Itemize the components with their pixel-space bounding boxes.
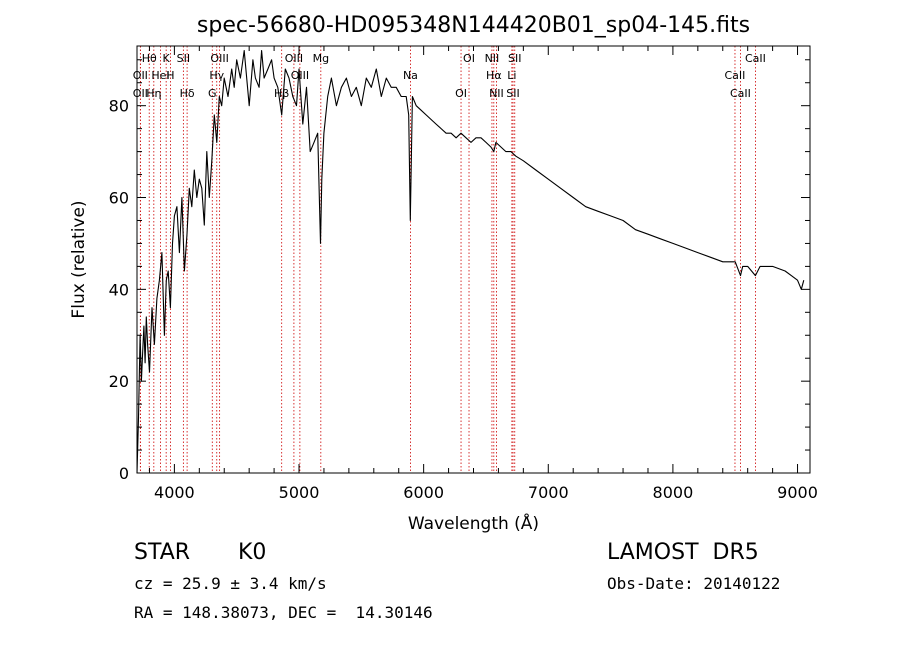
spectral-line-label: Hη (146, 87, 161, 100)
spectral-line-label: Hγ (209, 69, 224, 82)
spectral-line-label: SII (508, 52, 521, 65)
spectral-line-label: Li (507, 69, 516, 82)
spectral-line-label: Hθ (142, 52, 157, 65)
y-tick-label: 0 (119, 464, 129, 483)
spectral-line-label: SII (177, 52, 190, 65)
coordinates: RA = 148.38073, DEC = 14.30146 (134, 603, 433, 622)
spectral-line-label: CaII (745, 52, 766, 65)
redshift-readout: cz = 25.9 ± 3.4 km/s (134, 574, 327, 593)
spectral-line-label: Hβ (274, 87, 289, 100)
survey-name: LAMOST DR5 (607, 540, 759, 565)
y-tick-label: 20 (109, 372, 129, 391)
x-tick-label: 4000 (154, 483, 195, 502)
x-tick-label: 9000 (777, 483, 818, 502)
spectral-line-label: Mg (313, 52, 329, 65)
spectral-line-label: OII (133, 69, 148, 82)
spectral-line-label: H (166, 69, 174, 82)
y-tick-label: 80 (109, 97, 129, 116)
spectral-line-label: Na (403, 69, 418, 82)
spectral-line-label: OIII (285, 52, 303, 65)
object-class: STAR (134, 540, 191, 565)
spectral-line-label: SII (506, 87, 519, 100)
spectral-line-label: G (208, 87, 217, 100)
spectral-line-label: CaII (725, 69, 746, 82)
spectral-line-label: NII (485, 52, 500, 65)
observation-date: Obs-Date: 20140122 (607, 574, 781, 593)
spectral-line-label: HeI (151, 69, 169, 82)
spectral-line-label: Hδ (180, 87, 195, 100)
y-tick-label: 40 (109, 280, 129, 299)
y-tick-label: 60 (109, 189, 129, 208)
plot-frame (136, 45, 811, 474)
x-tick-label: 8000 (653, 483, 694, 502)
x-tick-label: 7000 (528, 483, 569, 502)
spectral-line-label: NII (489, 87, 504, 100)
spectral-line-label: OIII (210, 52, 228, 65)
spectral-line-label: OI (463, 52, 475, 65)
x-tick-label: 6000 (403, 483, 444, 502)
spectral-line-label: OI (455, 87, 467, 100)
chart-title: spec-56680-HD095348N144420B01_sp04-145.f… (197, 13, 750, 38)
spectral-line-label: Hα (486, 69, 502, 82)
spectral-line-label: CaII (730, 87, 751, 100)
x-axis-label: Wavelength (Å) (408, 512, 539, 534)
x-tick-label: 5000 (279, 483, 320, 502)
y-axis-label: Flux (relative) (69, 200, 89, 318)
spectral-line-label: K (163, 52, 171, 65)
spectrum-line (136, 50, 805, 474)
object-subclass: K0 (238, 540, 267, 565)
